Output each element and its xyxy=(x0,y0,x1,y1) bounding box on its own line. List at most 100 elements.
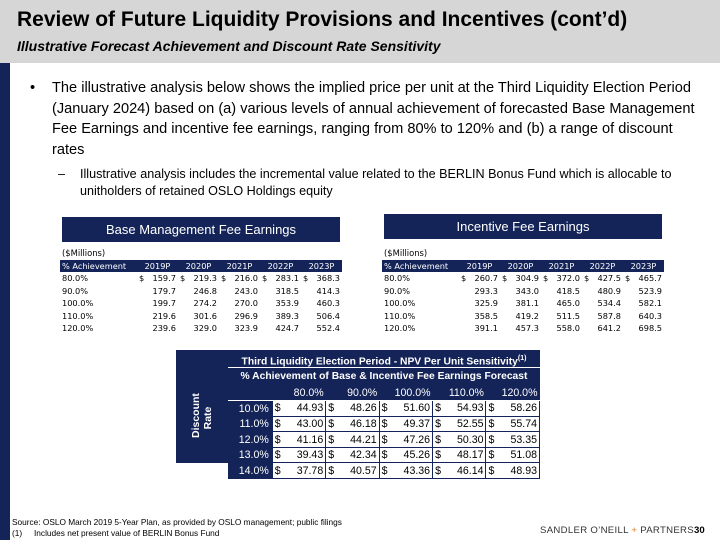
rate-label: 12.0% xyxy=(228,431,273,448)
table-cell: 270.0 xyxy=(234,298,258,309)
page-subtitle: Illustrative Forecast Achievement and Di… xyxy=(17,38,441,54)
table-cell: 48.26 xyxy=(338,400,380,417)
incentive-fee-title: Incentive Fee Earnings xyxy=(384,214,662,239)
discount-rate-label-panel: Discount Rate xyxy=(176,350,228,463)
table-cell: 46.14 xyxy=(444,462,487,480)
table-cell: 424.7 xyxy=(275,323,299,334)
table-cell: 329.0 xyxy=(193,323,217,334)
table-cell: 53.35 xyxy=(498,431,541,448)
npv-sensitivity-table: Discount Rate Third Liquidity Election P… xyxy=(176,350,541,480)
base-fee-table: ($Millions) % Achievement 2019P 2020P 20… xyxy=(60,247,342,335)
table-row: 100.0% 199.7 274.2 270.0 353.9 460.3 xyxy=(60,297,342,310)
col-header: 2021P xyxy=(218,259,260,272)
table-cell: 219.6 xyxy=(152,310,176,321)
table-cell: 51.08 xyxy=(498,446,541,464)
table-cell: 293.3 xyxy=(474,285,498,296)
table-cell: 304.9 xyxy=(515,273,539,284)
col-header: 2019P xyxy=(136,259,178,272)
table-cell: 465.7 xyxy=(638,273,662,284)
table-cell: 318.5 xyxy=(275,285,299,296)
table-cell: 343.0 xyxy=(515,285,539,296)
col-header: 2019P xyxy=(458,259,500,272)
table-cell: 389.3 xyxy=(275,310,299,321)
table-cell: 582.1 xyxy=(638,298,662,309)
table-row: 120.0% 391.1 457.3 558.0 641.2 698.5 xyxy=(382,322,664,335)
rate-label: 14.0% xyxy=(228,462,273,479)
currency-sign: $ xyxy=(261,273,268,284)
table-cell: 419.2 xyxy=(515,310,539,321)
col-header: 2020P xyxy=(499,259,541,272)
col-header: % Achievement xyxy=(382,259,459,272)
footnote-marker: (1) xyxy=(517,355,527,362)
rate-label: 13.0% xyxy=(228,447,273,463)
row-label: 110.0% xyxy=(384,310,416,321)
currency-sign: $ xyxy=(302,273,309,284)
table-cell: 381.1 xyxy=(515,298,539,309)
table-cell: 43.00 xyxy=(284,415,327,433)
discount-rate-label: Discount Rate xyxy=(190,393,214,438)
col-header: 2022P xyxy=(259,259,301,272)
row-label: 90.0% xyxy=(62,285,89,296)
table-cell: 219.3 xyxy=(193,273,217,284)
table-cell: 506.4 xyxy=(316,310,340,321)
table-unit: ($Millions) xyxy=(384,248,428,259)
npv-title: Third Liquidity Election Period - NPV Pe… xyxy=(228,350,540,368)
bullet-text: The illustrative analysis below shows th… xyxy=(52,80,695,158)
table-cell: 427.5 xyxy=(597,273,621,284)
npv-header-row: 80.0% 90.0% 100.0% 110.0% 120.0% xyxy=(228,385,540,402)
row-label: 120.0% xyxy=(62,323,94,334)
rate-label: 10.0% xyxy=(228,400,273,417)
footnote: (1) Includes net present value of BERLIN … xyxy=(12,528,219,538)
table-cell: 368.3 xyxy=(316,273,340,284)
page-title: Review of Future Liquidity Provisions an… xyxy=(17,8,628,31)
table-cell: 480.9 xyxy=(597,285,621,296)
table-row: 100.0% 325.9 381.1 465.0 534.4 582.1 xyxy=(382,297,664,310)
table-cell: 372.0 xyxy=(556,273,580,284)
table-cell: 42.34 xyxy=(338,446,380,464)
table-cell: 511.5 xyxy=(556,310,580,321)
table-cell: 46.18 xyxy=(338,415,380,433)
rate-label: 11.0% xyxy=(228,416,273,432)
table-cell: 44.93 xyxy=(284,400,327,417)
page-number: 30 xyxy=(694,525,705,536)
table-cell: 239.6 xyxy=(152,323,176,334)
header-bar: Review of Future Liquidity Provisions an… xyxy=(0,0,720,63)
base-fee-title: Base Management Fee Earnings xyxy=(62,217,340,242)
bullet-dot: • xyxy=(30,80,36,96)
main-bullet: • The illustrative analysis below shows … xyxy=(30,78,698,160)
sub-bullet: – Illustrative analysis includes the inc… xyxy=(58,166,698,200)
col-header: 2023P xyxy=(622,259,664,272)
col-header: 100.0% xyxy=(379,385,433,402)
currency-sign: $ xyxy=(179,273,186,284)
currency-sign: $ xyxy=(624,273,631,284)
table-cell: 51.60 xyxy=(391,400,434,417)
currency-sign: $ xyxy=(138,273,145,284)
table-cell: 457.3 xyxy=(515,323,539,334)
left-accent-bar xyxy=(0,63,10,540)
table-cell: 243.0 xyxy=(234,285,258,296)
table-cell: 40.57 xyxy=(338,462,380,480)
table-cell: 48.17 xyxy=(444,446,487,464)
currency-sign: $ xyxy=(460,273,467,284)
currency-sign: $ xyxy=(501,273,508,284)
currency-sign: $ xyxy=(542,273,549,284)
currency-sign: $ xyxy=(220,273,227,284)
table-cell: 414.3 xyxy=(316,285,340,296)
table-cell: 47.26 xyxy=(391,431,434,448)
row-label: 90.0% xyxy=(384,285,411,296)
col-header: 2020P xyxy=(177,259,219,272)
table-cell: 49.37 xyxy=(391,415,434,433)
table-row: 110.0% 358.5 419.2 511.5 587.8 640.3 xyxy=(382,310,664,323)
table-row: 14.0% $37.78 $40.57 $43.36 $46.14 $48.93 xyxy=(228,462,541,480)
table-cell: 353.9 xyxy=(275,298,299,309)
table-cell: 52.55 xyxy=(444,415,487,433)
footnote-text: Includes net present value of BERLIN Bon… xyxy=(34,528,220,538)
table-cell: 58.26 xyxy=(498,400,541,417)
npv-subtitle: % Achievement of Base & Incentive Fee Ea… xyxy=(228,368,540,385)
footnote-number: (1) xyxy=(12,528,23,538)
table-cell: 460.3 xyxy=(316,298,340,309)
table-cell: 465.0 xyxy=(556,298,580,309)
table-row: 80.0% $260.7 $304.9 $372.0 $427.5 $465.7 xyxy=(382,272,664,285)
table-cell: 55.74 xyxy=(498,415,541,433)
table-row: 10.0% $44.93 $48.26 $51.60 $54.93 $58.26 xyxy=(228,400,541,417)
